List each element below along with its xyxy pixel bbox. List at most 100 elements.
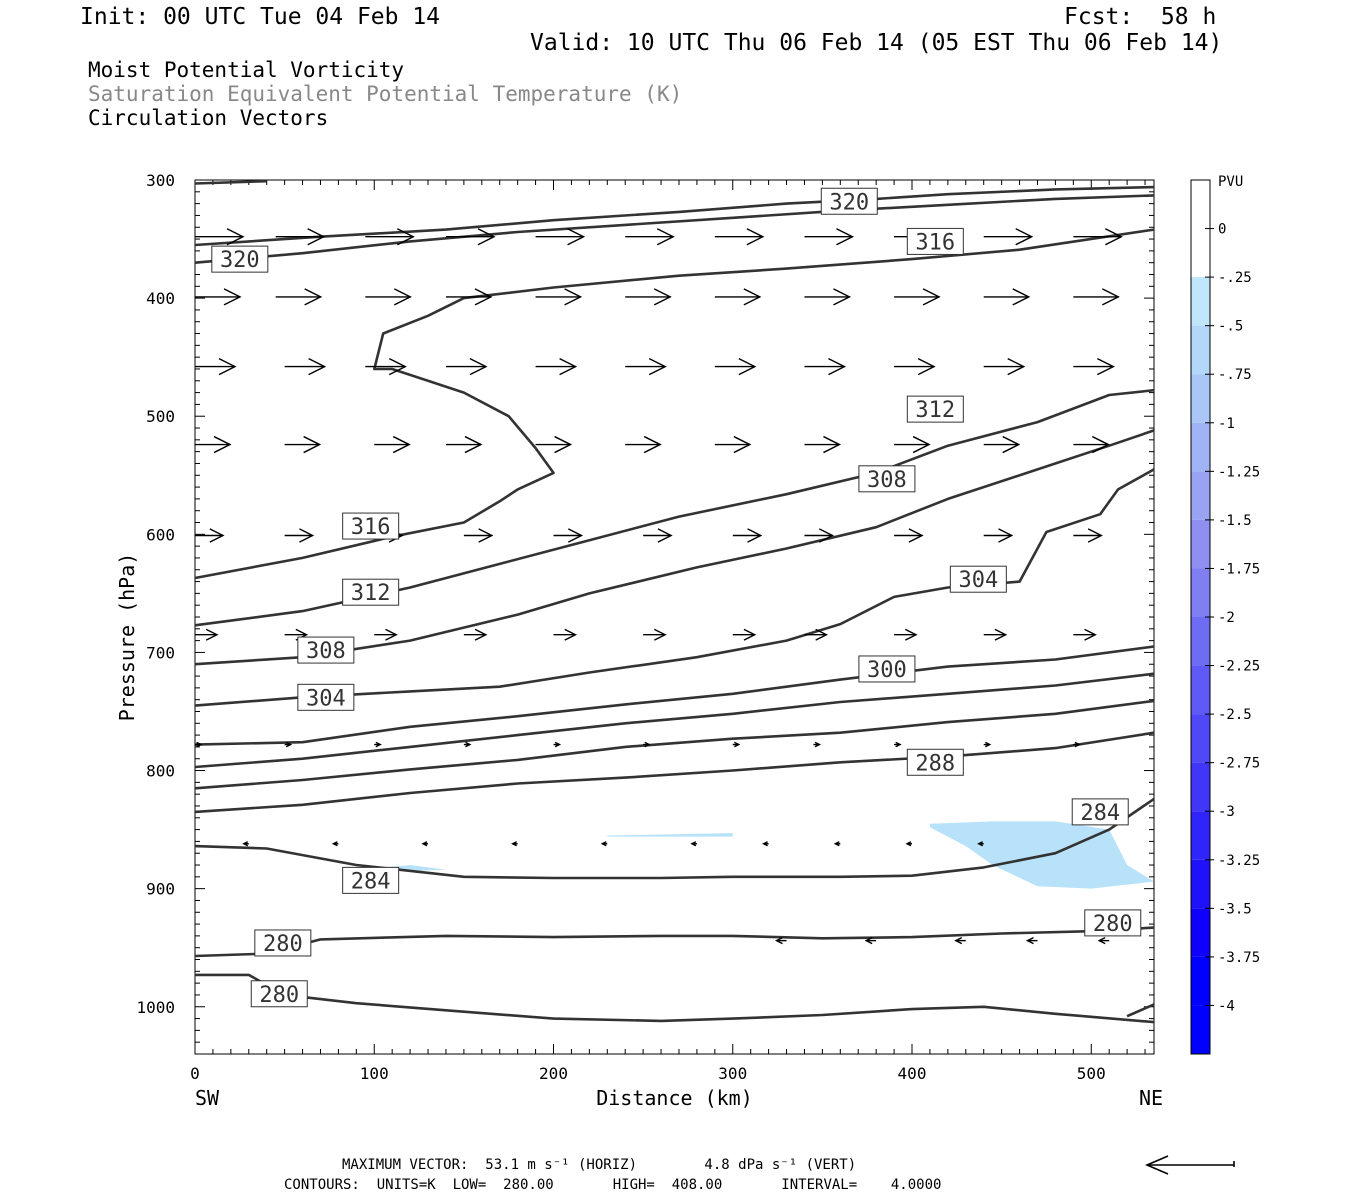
colorbar-swatch <box>1191 908 1210 957</box>
vector-head <box>303 435 322 454</box>
x-tick-label: 200 <box>539 1064 568 1083</box>
vector-head <box>864 936 873 945</box>
vector-head <box>213 435 232 454</box>
contour-label: 316 <box>342 512 400 540</box>
colorbar-label: -4 <box>1218 998 1235 1014</box>
vector-head <box>1102 288 1120 306</box>
contour-label-text: 280 <box>263 932 303 957</box>
circulation-vector <box>365 228 415 246</box>
circulation-vector <box>242 841 249 847</box>
y-tick-label: 1000 <box>136 998 175 1017</box>
circulation-vector <box>600 841 608 847</box>
x-tick-label: 100 <box>360 1064 389 1083</box>
reference-vector-head <box>1144 1155 1169 1175</box>
circulation-vector <box>1073 435 1110 454</box>
contour-label-text: 320 <box>220 248 260 273</box>
vector-head <box>1074 741 1081 748</box>
circulation-vector <box>804 628 829 641</box>
contour-label-text: 316 <box>915 230 955 255</box>
y-axis-title: Pressure (hPa) <box>115 553 139 722</box>
y-tick-label: 500 <box>146 407 175 426</box>
plot-frame <box>194 179 1155 1055</box>
contour-label: 304 <box>297 683 355 711</box>
vector-head <box>474 628 488 641</box>
valid-time: Valid: 10 UTC Thu 06 Feb 14 (05 EST Thu … <box>530 30 1223 56</box>
circulation-vector <box>983 628 1008 641</box>
contour-line-296 <box>194 672 1155 769</box>
contour-label: 280 <box>254 929 312 957</box>
vector-head <box>654 628 667 641</box>
circulation-vector <box>284 741 293 748</box>
contour-label-box <box>250 980 308 1008</box>
circulation-vector <box>374 628 398 641</box>
colorbar-swatch <box>1191 277 1210 326</box>
contour-line-288 <box>194 731 1155 814</box>
vector-head <box>205 628 219 641</box>
circulation-vector <box>625 228 675 246</box>
contour-label-box <box>858 465 916 493</box>
contour-line-300 <box>194 645 1155 746</box>
circulation-vector <box>195 228 245 246</box>
vector-head <box>747 528 763 543</box>
vector-head <box>465 741 472 748</box>
x-tick-label: 400 <box>898 1064 927 1083</box>
vector-head <box>1097 357 1115 376</box>
vector-head <box>464 435 483 454</box>
vector-head <box>690 841 697 847</box>
circulation-vector <box>365 357 407 376</box>
contour-label: 316 <box>906 227 964 255</box>
colorbar-label: -.5 <box>1218 319 1243 335</box>
circulation-vector <box>894 357 936 376</box>
vector-head <box>1015 228 1034 246</box>
vector-head <box>644 741 651 748</box>
circulation-vector <box>445 357 488 376</box>
circulation-vector <box>804 228 855 246</box>
vector-head <box>307 228 326 246</box>
contour-line-280 <box>1126 1003 1155 1018</box>
circulation-vector <box>195 528 225 543</box>
colorbar-label: -2.25 <box>1218 659 1260 675</box>
contour-label: 312 <box>342 578 400 606</box>
circulation-vector <box>511 841 518 847</box>
colorbar-label: -2 <box>1218 610 1235 626</box>
vector-head <box>564 288 583 306</box>
vector-head <box>559 357 578 376</box>
circulation-vector <box>894 435 931 454</box>
colorbar-swatch <box>1191 471 1210 520</box>
circulation-vector <box>983 288 1031 306</box>
vector-head <box>469 357 488 376</box>
contour-label-box <box>342 512 400 540</box>
colorbar-swatch <box>1191 811 1210 860</box>
contour-label-text: 316 <box>351 515 391 540</box>
vector-head <box>977 841 984 847</box>
circulation-vector <box>463 741 472 748</box>
colorbar-label: -1.75 <box>1218 561 1260 577</box>
circulation-vector <box>983 228 1034 246</box>
y-tick-label: 300 <box>146 171 175 190</box>
colorbar-swatch <box>1191 762 1210 812</box>
vector-head <box>1087 528 1103 543</box>
reference-vector-arrow <box>1144 1155 1235 1175</box>
colorbar-swatch <box>1191 422 1210 472</box>
vector-head <box>567 228 586 246</box>
vector-head <box>648 357 667 376</box>
colorbar-label: -1 <box>1218 416 1235 432</box>
circulation-vector <box>374 741 382 748</box>
vector-head <box>567 528 584 543</box>
circulation-vector <box>1073 628 1097 641</box>
circulation-vector <box>1073 741 1081 748</box>
contour-label-box <box>906 227 964 255</box>
vector-head <box>656 228 675 246</box>
colorbar-swatch <box>1191 1005 1210 1054</box>
vector-head <box>421 841 428 847</box>
contour-label-box <box>297 636 355 664</box>
max-vector-note: MAXIMUM VECTOR: 53.1 m s⁻¹ (HORIZ) 4.8 d… <box>342 1157 857 1173</box>
circulation-vector <box>732 528 763 543</box>
circulation-vector <box>1073 528 1103 543</box>
contour-label-box <box>254 929 312 957</box>
contour-line-280 <box>194 926 1155 958</box>
contour-label-text: 312 <box>351 581 391 606</box>
colorbar-title: PVU <box>1218 174 1243 190</box>
contour-label: 320 <box>820 187 878 215</box>
contour-label-box <box>820 187 878 215</box>
